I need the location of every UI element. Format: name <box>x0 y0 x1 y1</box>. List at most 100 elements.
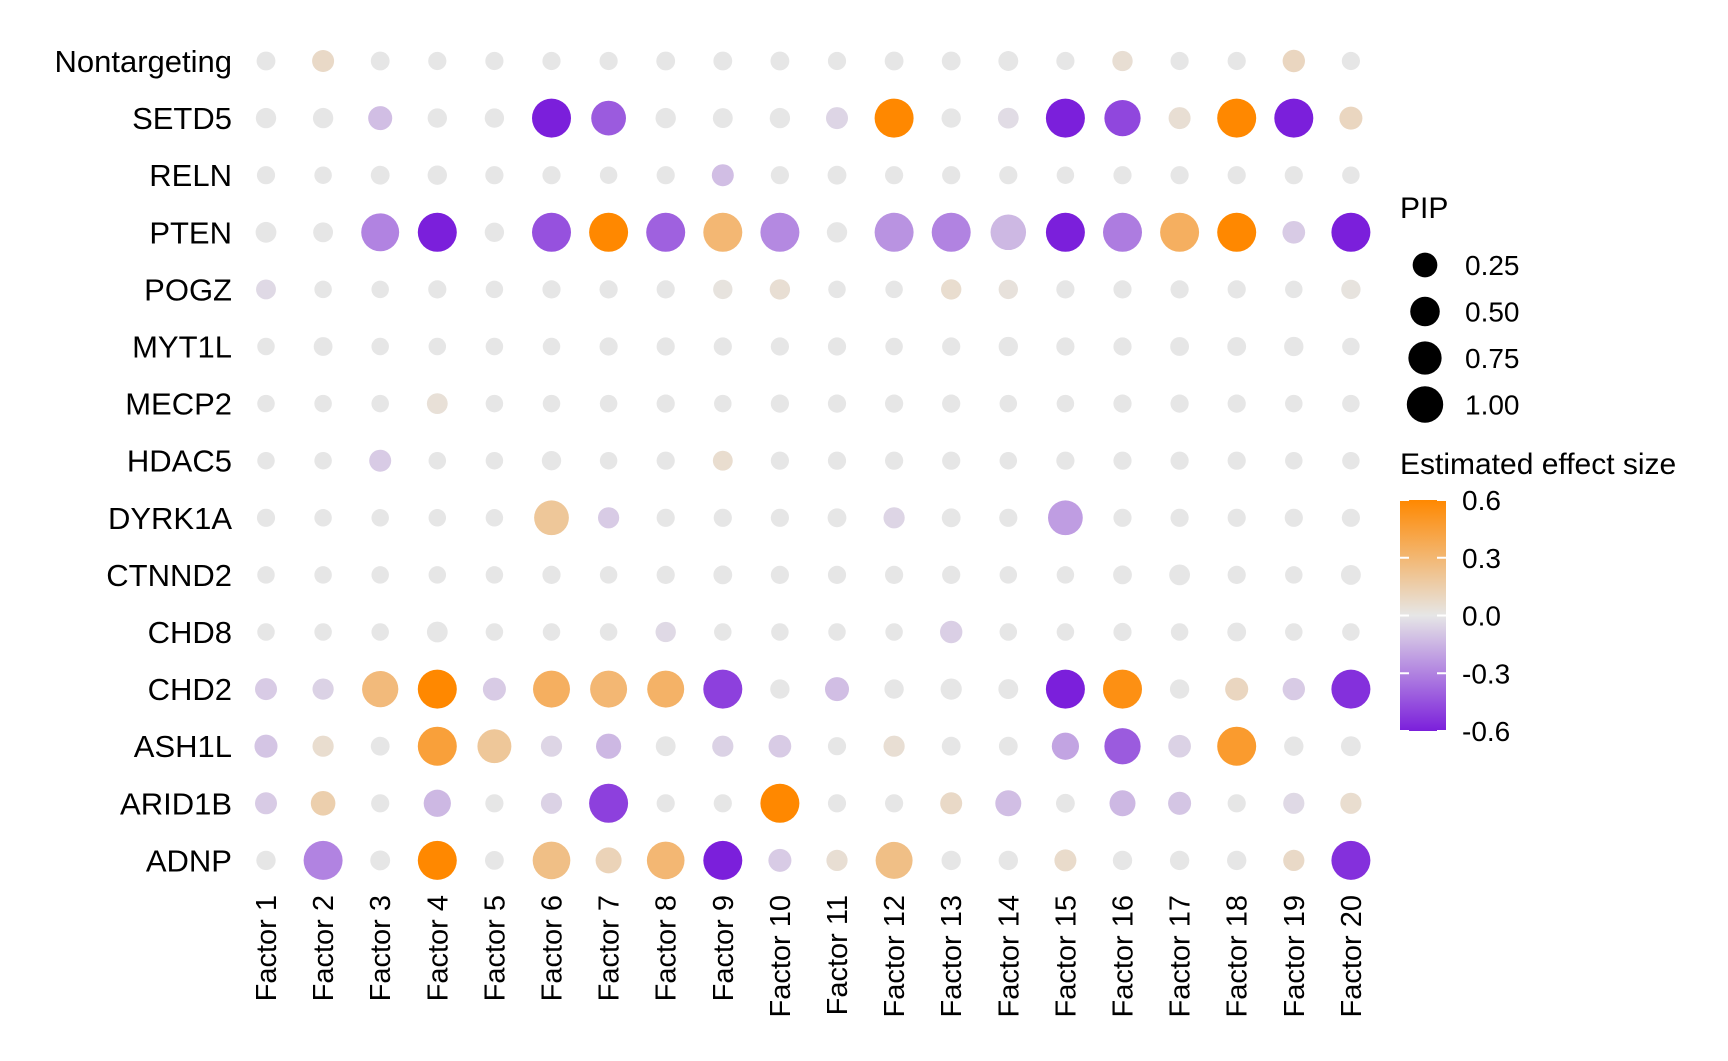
dot-ash1l-factor-10 <box>768 734 792 758</box>
dot-chd2-factor-4 <box>417 669 457 709</box>
dot-pten-factor-12 <box>874 212 914 252</box>
row-label: DYRK1A <box>108 501 232 536</box>
row-label: PTEN <box>149 215 232 250</box>
dot-mecp2-factor-11 <box>827 394 847 413</box>
pip-legend-label: 1.00 <box>1465 390 1520 421</box>
dot-hdac5-factor-9 <box>712 450 733 471</box>
dot-nontargeting-factor-19 <box>1282 49 1305 73</box>
dot-arid1b-factor-12 <box>885 794 904 813</box>
dot-nontargeting-factor-14 <box>998 51 1019 71</box>
dot-adnp-factor-4 <box>417 840 457 880</box>
dot-mecp2-factor-6 <box>542 394 561 413</box>
dot-ctnnd2-factor-13 <box>942 565 961 585</box>
dot-myt1l-factor-6 <box>542 337 561 356</box>
dot-reln-factor-12 <box>885 166 904 185</box>
dot-setd5-factor-9 <box>712 108 733 129</box>
dot-pten-factor-10 <box>760 212 800 252</box>
dot-chd8-factor-20 <box>1342 623 1360 641</box>
dot-arid1b-factor-10 <box>760 783 800 823</box>
pip-legend-label: 0.75 <box>1465 343 1520 374</box>
dot-setd5-factor-20 <box>1339 106 1363 130</box>
dot-adnp-factor-10 <box>768 848 792 872</box>
dot-setd5-factor-11 <box>826 107 848 130</box>
row-label: ASH1L <box>134 729 232 764</box>
column-label: Factor 3 <box>365 895 397 1001</box>
dot-chd8-factor-1 <box>257 623 275 641</box>
dot-dyrk1a-factor-13 <box>941 508 961 528</box>
dot-arid1b-factor-18 <box>1227 794 1246 813</box>
pip-legend-dot <box>1408 341 1442 375</box>
dot-arid1b-factor-20 <box>1340 792 1362 814</box>
dot-ash1l-factor-4 <box>417 726 457 766</box>
dot-reln-factor-8 <box>656 166 675 185</box>
pip-legend-dot <box>1412 252 1438 278</box>
dot-mecp2-factor-2 <box>314 394 332 413</box>
dot-nontargeting-factor-2 <box>312 50 335 72</box>
dot-mecp2-factor-13 <box>942 394 961 413</box>
dot-ctnnd2-factor-17 <box>1169 564 1190 586</box>
dot-ash1l-factor-13 <box>941 736 961 756</box>
dot-arid1b-factor-13 <box>940 792 963 815</box>
dot-nontargeting-factor-11 <box>827 51 847 71</box>
pip-legend-dot <box>1406 386 1444 423</box>
dot-pten-factor-19 <box>1282 220 1306 244</box>
dot-pogz-factor-16 <box>1113 280 1132 299</box>
dot-dyrk1a-factor-16 <box>1113 508 1132 527</box>
column-label: Factor 2 <box>308 895 340 1001</box>
dot-myt1l-factor-7 <box>599 337 618 356</box>
column-label: Factor 8 <box>651 895 683 1001</box>
dot-nontargeting-factor-16 <box>1112 50 1133 72</box>
dot-reln-factor-2 <box>314 166 332 184</box>
dot-mecp2-factor-10 <box>770 394 790 413</box>
pip-legend-title: PIP <box>1400 192 1448 225</box>
dot-chd2-factor-18 <box>1225 677 1249 701</box>
dot-hdac5-factor-5 <box>485 451 504 470</box>
dot-pogz-factor-4 <box>428 280 447 299</box>
dot-arid1b-factor-4 <box>423 789 451 817</box>
dot-pten-factor-1 <box>255 221 277 243</box>
dot-pogz-factor-6 <box>542 280 561 299</box>
dot-adnp-factor-7 <box>595 847 622 874</box>
dot-pogz-factor-11 <box>828 280 846 299</box>
dot-reln-factor-13 <box>942 166 961 185</box>
dot-chd8-factor-10 <box>771 623 789 641</box>
column-labels: Factor 1 Factor 2 Factor 3 Factor 4 Factor 5… <box>251 895 1368 1018</box>
dot-chd2-factor-5 <box>482 677 506 701</box>
dot-pogz-factor-1 <box>256 279 276 300</box>
dot-ash1l-factor-6 <box>540 735 563 757</box>
dot-setd5-factor-6 <box>532 98 571 138</box>
dot-ash1l-factor-15 <box>1051 732 1080 760</box>
dot-chd2-factor-11 <box>824 677 850 702</box>
dot-arid1b-factor-11 <box>827 794 847 813</box>
dot-ash1l-factor-20 <box>1340 736 1361 757</box>
dot-dyrk1a-factor-19 <box>1284 508 1303 527</box>
dot-nontargeting-factor-20 <box>1341 51 1360 71</box>
dot-chd8-factor-6 <box>542 623 561 641</box>
dot-reln-factor-7 <box>599 166 618 184</box>
dot-chd2-factor-6 <box>533 670 570 708</box>
dot-chd8-factor-13 <box>940 620 963 644</box>
dot-myt1l-factor-15 <box>1056 337 1075 356</box>
row-label: Nontargeting <box>54 44 232 79</box>
dot-mecp2-factor-1 <box>257 394 275 413</box>
dot-dyrk1a-factor-6 <box>534 500 569 536</box>
dot-pten-factor-4 <box>417 212 457 252</box>
dot-pogz-factor-3 <box>371 280 389 299</box>
dot-chd2-factor-3 <box>362 670 399 708</box>
dot-myt1l-factor-16 <box>1113 337 1132 356</box>
dot-arid1b-factor-16 <box>1109 790 1136 817</box>
column-label: Factor 12 <box>879 895 911 1018</box>
dot-chd8-factor-5 <box>485 623 504 641</box>
dot-ash1l-factor-18 <box>1217 726 1257 766</box>
dot-dyrk1a-factor-3 <box>371 509 389 527</box>
dot-hdac5-factor-18 <box>1227 451 1246 470</box>
dot-reln-factor-15 <box>1056 166 1075 184</box>
dot-grid <box>254 49 1371 880</box>
dot-myt1l-factor-2 <box>313 337 333 356</box>
dot-pten-factor-7 <box>589 212 629 252</box>
dot-hdac5-factor-13 <box>942 451 961 470</box>
dot-hdac5-factor-7 <box>599 451 618 470</box>
dot-ctnnd2-factor-15 <box>1056 566 1075 584</box>
dot-myt1l-factor-8 <box>656 337 675 356</box>
